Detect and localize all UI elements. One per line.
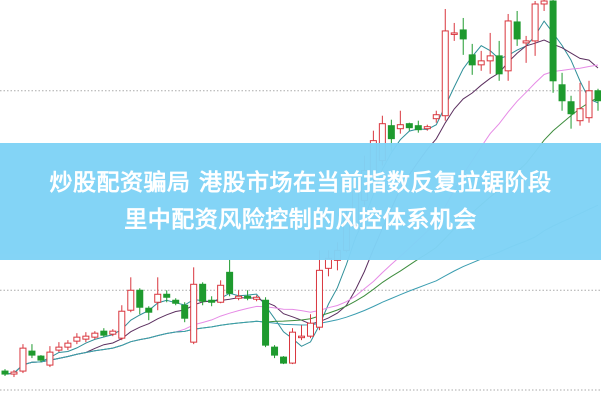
candle-down xyxy=(387,125,395,140)
headline-banner: 炒股配资骗局 港股市场在当前指数反复拉锯阶段 里中配资风险控制的风控体系机会 xyxy=(0,143,601,260)
candle-down xyxy=(513,21,521,40)
candle-down xyxy=(145,307,153,313)
candle-up xyxy=(306,322,314,337)
candle-down xyxy=(271,346,279,356)
candle-up xyxy=(540,0,548,5)
candle-up xyxy=(91,332,99,338)
candle-up xyxy=(441,30,449,117)
candle-down xyxy=(468,54,476,66)
candle-up xyxy=(235,295,243,299)
candle-up xyxy=(423,126,431,130)
candle-up xyxy=(477,60,485,66)
candle-down xyxy=(459,29,467,40)
candle-down xyxy=(405,123,413,129)
candle-down xyxy=(37,355,45,361)
headline-line-1: 炒股配资骗局 港股市场在当前指数反复拉锯阶段 xyxy=(49,169,552,196)
candle-up xyxy=(19,347,27,372)
candle-up xyxy=(55,346,63,351)
candle-down xyxy=(136,289,144,308)
candle-down xyxy=(558,84,566,102)
candle-down xyxy=(495,55,503,75)
candle-down xyxy=(226,271,234,294)
candle-down xyxy=(208,299,216,303)
candle-up xyxy=(118,310,126,339)
candle-up xyxy=(10,371,18,375)
candle-up xyxy=(289,331,297,364)
headline-line-2: 里中配资风险控制的风控体系机会 xyxy=(124,206,477,233)
candle-down xyxy=(181,304,189,319)
candle-up xyxy=(127,289,135,311)
candle-up xyxy=(46,351,54,366)
candle-down xyxy=(594,90,601,102)
candle-down xyxy=(262,299,270,346)
candle-up xyxy=(522,40,530,44)
candle-up xyxy=(585,90,593,119)
candle-up xyxy=(315,269,323,328)
candle-down xyxy=(28,350,36,356)
candle-up xyxy=(576,108,584,122)
candle-down xyxy=(414,125,422,131)
candle-up xyxy=(253,296,261,300)
candle-up xyxy=(82,335,90,340)
candle-up xyxy=(73,336,81,342)
candle-up xyxy=(531,3,539,42)
candle-up xyxy=(432,114,440,120)
candle-down xyxy=(163,293,171,298)
candle-up xyxy=(298,335,305,339)
candle-up xyxy=(154,293,162,303)
candle-up xyxy=(190,283,198,343)
candle-down xyxy=(567,101,575,115)
candle-up xyxy=(486,55,494,62)
candle-down xyxy=(172,299,180,304)
candle-down xyxy=(549,0,557,82)
candle-up xyxy=(504,20,512,72)
candle-up xyxy=(450,32,458,35)
candle-down xyxy=(244,295,252,299)
candle-down xyxy=(1,370,9,375)
candle-down xyxy=(280,356,288,364)
candle-up xyxy=(396,124,404,130)
candle-down xyxy=(100,330,108,336)
candle-up xyxy=(217,284,225,303)
candle-down xyxy=(199,283,207,302)
candle-up xyxy=(64,342,72,348)
candle-up xyxy=(109,330,117,335)
